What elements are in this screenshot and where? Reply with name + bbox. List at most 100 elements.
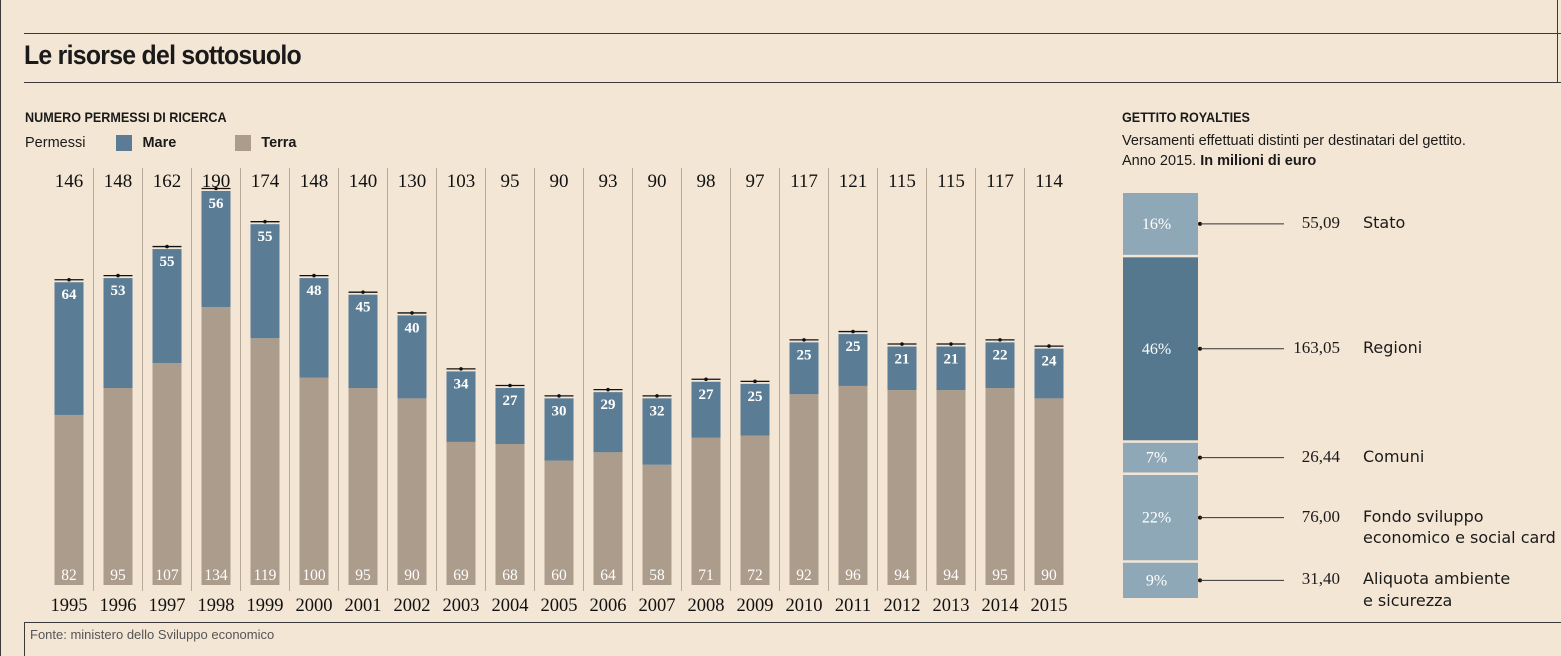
total-marker-dot-2007 bbox=[655, 394, 659, 398]
total-marker-dot-2005 bbox=[557, 394, 561, 398]
mare-bar-2014 bbox=[985, 342, 1015, 388]
terra-bar-2001 bbox=[348, 388, 378, 585]
terra-value-label: 58 bbox=[649, 567, 665, 584]
terra-value-label: 94 bbox=[943, 567, 959, 584]
mare-value-label: 34 bbox=[454, 376, 470, 392]
mare-value-label: 29 bbox=[601, 397, 616, 413]
total-marker-dot-2001 bbox=[361, 290, 365, 294]
total-marker-dot-2008 bbox=[704, 377, 708, 382]
terra-value-label: 119 bbox=[254, 567, 277, 584]
mare-bar-2005 bbox=[544, 398, 574, 461]
legend-terra-swatch bbox=[235, 135, 252, 151]
total-value-label: 174 bbox=[251, 171, 280, 192]
terra-bar-1996 bbox=[103, 388, 133, 585]
total-value-label: 140 bbox=[349, 171, 378, 192]
mare-bar-1996 bbox=[103, 278, 133, 388]
royalty-recipient-label: Aliquota ambiente bbox=[1363, 569, 1511, 589]
royalty-segment bbox=[1123, 474, 1198, 561]
terra-value-label: 107 bbox=[155, 567, 179, 584]
royalties-unit-text: In milioni di euro bbox=[1200, 153, 1317, 169]
total-value-label: 117 bbox=[790, 171, 818, 192]
mare-bar-2013 bbox=[936, 346, 966, 391]
terra-bar-2000 bbox=[299, 377, 329, 585]
terra-bar-2015 bbox=[1034, 398, 1064, 585]
total-marker-dot-2013 bbox=[949, 342, 953, 346]
royalty-recipient-label: Comuni bbox=[1363, 446, 1425, 466]
terra-bar-2011 bbox=[838, 385, 868, 585]
mare-value-label: 21 bbox=[944, 352, 959, 368]
total-value-label: 146 bbox=[55, 171, 84, 192]
royalties-heading: GETTITO ROYALTIES bbox=[1122, 109, 1250, 125]
terra-bar-2002 bbox=[397, 398, 427, 585]
terra-bar-2004 bbox=[495, 443, 525, 585]
source-left-rule bbox=[24, 622, 25, 656]
total-value-label: 190 bbox=[202, 171, 231, 192]
source-rule bbox=[24, 622, 1561, 623]
royalty-recipient-label: Stato bbox=[1363, 212, 1406, 232]
royalties-year-text: Anno 2015. bbox=[1122, 153, 1201, 169]
year-tick-label: 2006 bbox=[590, 596, 627, 616]
royalty-leader-dot bbox=[1198, 455, 1202, 460]
mare-value-label: 30 bbox=[552, 403, 567, 419]
year-tick-label: 2014 bbox=[982, 596, 1019, 616]
terra-value-label: 72 bbox=[747, 567, 763, 584]
mare-value-label: 40 bbox=[405, 320, 420, 336]
mare-bar-1997 bbox=[152, 249, 182, 364]
year-tick-label: 2002 bbox=[394, 596, 431, 616]
total-marker-dot-2006 bbox=[606, 387, 610, 392]
terra-bar-1995 bbox=[54, 414, 84, 585]
terra-value-label: 68 bbox=[502, 567, 518, 584]
year-tick-label: 2004 bbox=[492, 596, 529, 616]
year-tick-label: 1996 bbox=[100, 596, 137, 616]
mare-value-label: 55 bbox=[160, 254, 175, 270]
royalty-leader-dot bbox=[1198, 578, 1202, 583]
total-marker-dot-2015 bbox=[1047, 344, 1051, 348]
mare-value-label: 48 bbox=[307, 283, 322, 299]
royalty-leader-dot bbox=[1198, 221, 1202, 226]
total-value-label: 93 bbox=[599, 171, 618, 192]
royalty-value: 76,00 bbox=[1301, 506, 1340, 526]
mare-bar-2009 bbox=[740, 383, 770, 436]
total-value-label: 95 bbox=[501, 171, 520, 192]
terra-bar-2007 bbox=[642, 464, 672, 585]
mare-bar-2000 bbox=[299, 278, 329, 378]
mare-value-label: 56 bbox=[209, 196, 225, 212]
year-tick-label: 2005 bbox=[541, 596, 578, 616]
royalty-value: 31,40 bbox=[1301, 569, 1340, 589]
mare-bar-2011 bbox=[838, 334, 868, 386]
total-value-label: 103 bbox=[447, 171, 476, 192]
mare-bar-1999 bbox=[250, 224, 280, 339]
legend: Permessi Mare Terra bbox=[25, 133, 297, 153]
terra-value-label: 69 bbox=[453, 567, 469, 584]
year-tick-label: 2015 bbox=[1031, 596, 1068, 616]
terra-bar-2014 bbox=[985, 388, 1015, 585]
terra-value-label: 82 bbox=[61, 567, 77, 584]
legend-mare-label: Mare bbox=[142, 135, 177, 151]
royalty-recipient-label: e sicurezza bbox=[1363, 590, 1453, 610]
royalty-value: 163,05 bbox=[1293, 337, 1340, 357]
mare-value-label: 25 bbox=[748, 389, 763, 405]
royalty-recipient-label: economico e social card bbox=[1363, 528, 1556, 548]
total-marker-dot-2002 bbox=[410, 311, 414, 315]
total-marker-dot-2011 bbox=[851, 329, 855, 334]
royalty-segment bbox=[1123, 442, 1198, 473]
mare-bar-2012 bbox=[887, 346, 917, 391]
year-tick-label: 2000 bbox=[296, 596, 333, 616]
terra-value-label: 64 bbox=[600, 567, 616, 584]
terra-value-label: 71 bbox=[698, 567, 714, 584]
total-marker-dot-1996 bbox=[116, 273, 120, 278]
terra-bar-2009 bbox=[740, 435, 770, 585]
royalty-segment bbox=[1123, 562, 1198, 598]
royalty-value: 26,44 bbox=[1301, 446, 1340, 466]
legend-mare-swatch bbox=[116, 135, 133, 151]
terra-bar-2003 bbox=[446, 441, 476, 585]
mare-bar-2004 bbox=[495, 388, 525, 444]
left-edge-rule bbox=[0, 0, 1, 656]
mare-bar-2015 bbox=[1034, 348, 1064, 399]
mare-bar-2010 bbox=[789, 342, 819, 395]
royalties-unit-line: Anno 2015. In milioni di euro bbox=[1122, 153, 1316, 169]
total-marker-dot-2012 bbox=[900, 342, 904, 346]
total-marker-dot-2003 bbox=[459, 367, 463, 371]
legend-terra-label: Terra bbox=[261, 135, 297, 151]
total-value-label: 115 bbox=[937, 171, 965, 192]
